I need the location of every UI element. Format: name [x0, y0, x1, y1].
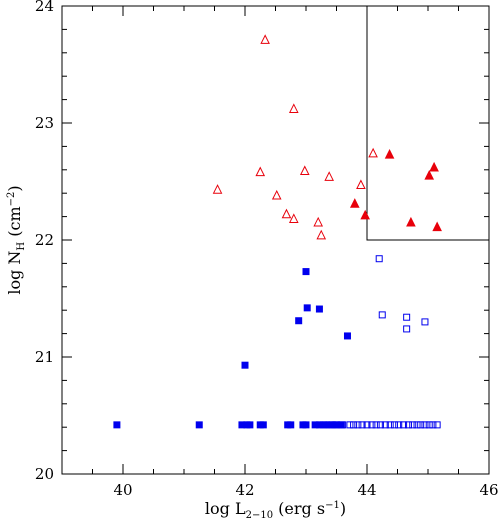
open-triangle-marker [271, 189, 282, 200]
x-axis-label: log L2−10 (erg s−1) [205, 499, 346, 521]
x-axis-label-superscript: −1 [325, 500, 340, 511]
y-axis-label-close: ) [5, 185, 24, 191]
y-axis-label-prefix: log N [5, 251, 24, 295]
filled-square-marker [303, 304, 311, 312]
filled-triangle-marker [349, 198, 360, 208]
open-square-marker [425, 421, 433, 429]
y-axis-label: log NH (cm−2) [5, 185, 27, 294]
open-triangle-marker [212, 184, 223, 194]
open-square-marker [403, 325, 411, 333]
x-axis-label-prefix: log L [205, 499, 246, 518]
x-axis-label-close: ) [340, 499, 346, 518]
y-tick-label: 20 [35, 465, 54, 483]
open-square-marker [346, 421, 354, 429]
open-square-marker [413, 421, 421, 429]
filled-square-marker [113, 421, 121, 429]
filled-square-marker [315, 305, 323, 313]
open-triangle-marker [281, 208, 292, 219]
filled-square-marker [302, 268, 310, 276]
open-square-marker [409, 421, 417, 429]
open-square-marker [390, 421, 398, 429]
filled-square-marker [302, 421, 310, 429]
filled-triangle-marker [360, 209, 370, 220]
open-square-marker [433, 421, 441, 429]
open-square-marker [386, 421, 394, 429]
open-square-marker [378, 311, 386, 319]
x-tick-label: 46 [479, 481, 498, 499]
filled-triangle-marker [429, 161, 439, 172]
open-triangle-marker [299, 165, 310, 175]
y-axis-label-superscript: −2 [6, 192, 17, 207]
high-luminosity-box [366, 6, 489, 241]
open-square-marker [363, 421, 371, 429]
filled-square-marker [343, 332, 351, 340]
y-tick-label: 22 [35, 231, 54, 249]
filled-square-marker [195, 421, 203, 429]
open-square-marker [421, 318, 429, 326]
y-tick-label: 23 [35, 114, 54, 132]
x-axis-label-subscript: 2−10 [246, 510, 273, 521]
open-square-marker [421, 421, 429, 429]
filled-triangle-marker [424, 170, 435, 180]
filled-square-marker [246, 421, 254, 429]
open-triangle-marker [368, 147, 378, 158]
open-square-marker [429, 421, 437, 429]
data-points [113, 34, 442, 429]
open-triangle-marker [356, 179, 366, 190]
open-square-marker [403, 313, 411, 321]
open-square-marker [404, 421, 412, 429]
filled-triangle-marker [406, 216, 416, 227]
open-triangle-marker [316, 229, 327, 240]
open-square-marker [417, 421, 425, 429]
open-square-marker [381, 421, 389, 429]
open-square-marker [375, 255, 383, 263]
open-square-marker [339, 421, 347, 429]
y-axis-label-suffix: (cm [5, 206, 24, 241]
open-square-marker [368, 421, 376, 429]
open-square-marker [400, 421, 408, 429]
open-triangle-marker [313, 216, 324, 227]
open-square-marker [376, 421, 384, 429]
filled-square-marker [287, 421, 295, 429]
open-square-marker [354, 421, 362, 429]
open-triangle-marker [288, 103, 299, 113]
open-square-marker [358, 421, 366, 429]
y-tick-label: 21 [35, 348, 54, 366]
x-tick-labels: 40 42 44 46 [113, 481, 498, 499]
filled-square-marker [295, 317, 303, 325]
x-axis-label-suffix: (erg s [273, 499, 325, 518]
x-tick-label: 40 [113, 481, 132, 499]
filled-triangle-marker [432, 221, 442, 232]
filled-square-marker [259, 421, 267, 429]
open-square-marker [350, 421, 358, 429]
open-triangle-marker [255, 166, 266, 177]
open-square-marker [395, 421, 403, 429]
x-tick-label: 44 [357, 481, 376, 499]
open-triangle-marker [260, 34, 270, 44]
y-axis-label-subscript: H [16, 242, 27, 251]
filled-square-marker [241, 361, 249, 369]
y-tick-labels: 20 21 22 23 24 [35, 0, 54, 483]
open-triangle-marker [288, 213, 299, 223]
filled-triangle-marker [384, 148, 395, 159]
x-tick-label: 42 [235, 481, 254, 499]
y-tick-label: 24 [35, 0, 54, 15]
open-triangle-marker [324, 171, 334, 181]
open-square-marker [372, 421, 380, 429]
